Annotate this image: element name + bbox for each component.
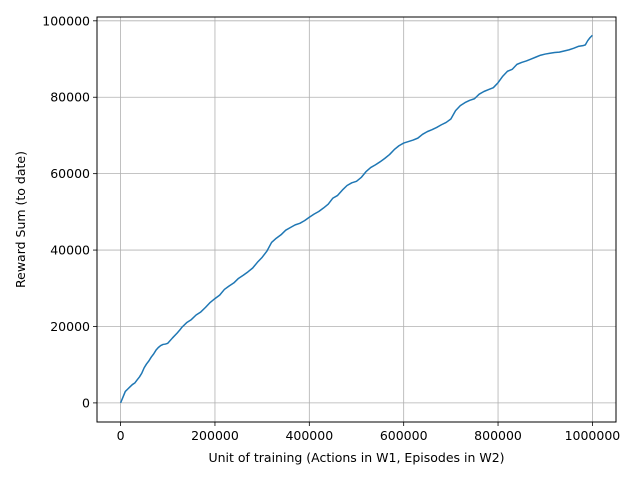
y-axis-label: Reward Sum (to date) (13, 151, 28, 288)
x-tick-label: 0 (117, 428, 125, 443)
x-axis-ticks: 0 200000 400000 600000 800000 1000000 (117, 422, 621, 443)
plot-frame (96, 16, 617, 423)
y-axis-ticks: 0 20000 40000 60000 80000 100000 (42, 13, 97, 410)
reward-sum-series-line (119, 34, 593, 404)
y-tick-label: 60000 (50, 166, 90, 181)
x-tick-label: 800000 (474, 428, 522, 443)
x-tick-label: 400000 (285, 428, 333, 443)
y-tick-label: 80000 (50, 90, 90, 105)
data-layer (119, 34, 593, 404)
x-tick-label: 200000 (191, 428, 239, 443)
grid-lines (97, 17, 616, 422)
x-tick-label: 1000000 (565, 428, 621, 443)
y-tick-label: 0 (82, 395, 90, 410)
x-axis-label: Unit of training (Actions in W1, Episode… (208, 450, 504, 465)
y-tick-label: 100000 (42, 13, 90, 28)
y-tick-label: 20000 (50, 319, 90, 334)
y-tick-label: 40000 (50, 243, 90, 258)
x-tick-label: 600000 (380, 428, 428, 443)
